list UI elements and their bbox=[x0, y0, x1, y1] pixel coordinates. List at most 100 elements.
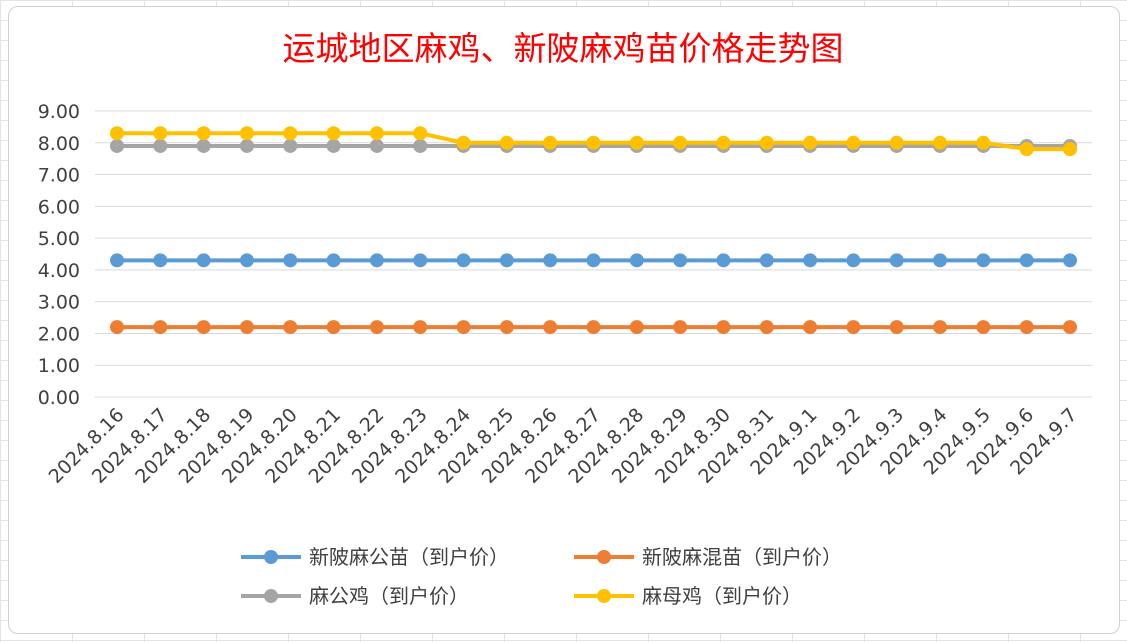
data-point bbox=[369, 253, 384, 268]
data-point bbox=[456, 253, 471, 268]
data-point bbox=[1063, 320, 1077, 335]
legend-swatch-marker bbox=[597, 550, 611, 564]
data-point bbox=[110, 253, 124, 268]
data-point bbox=[976, 135, 991, 150]
data-point bbox=[153, 253, 168, 268]
data-point bbox=[413, 320, 428, 335]
legend-swatch-marker bbox=[264, 550, 278, 564]
data-point bbox=[803, 320, 818, 335]
data-point bbox=[716, 320, 731, 335]
data-point bbox=[326, 253, 341, 268]
data-point bbox=[933, 135, 948, 150]
y-tick-label: 7.00 bbox=[38, 165, 80, 187]
data-point bbox=[196, 126, 211, 141]
legend-entry: 新陂麻公苗（到户价） bbox=[241, 545, 509, 569]
data-point bbox=[803, 253, 818, 268]
data-point bbox=[1063, 253, 1077, 268]
y-tick-label: 4.00 bbox=[38, 260, 80, 282]
data-point bbox=[673, 320, 688, 335]
data-point bbox=[759, 135, 774, 150]
data-point bbox=[239, 138, 254, 153]
data-point bbox=[369, 138, 384, 153]
series-group bbox=[110, 126, 1077, 157]
data-point bbox=[673, 135, 688, 150]
x-axis-ticks: 2024.8.162024.8.172024.8.182024.8.192024… bbox=[45, 404, 1082, 488]
data-point bbox=[413, 253, 428, 268]
data-point bbox=[586, 320, 601, 335]
data-point bbox=[976, 253, 991, 268]
data-point bbox=[586, 253, 601, 268]
data-point bbox=[1019, 253, 1034, 268]
legend-swatch-marker bbox=[597, 589, 611, 603]
data-point bbox=[759, 253, 774, 268]
data-point bbox=[153, 126, 168, 141]
data-point bbox=[326, 138, 341, 153]
y-tick-label: 6.00 bbox=[38, 196, 80, 218]
data-point bbox=[369, 320, 384, 335]
data-point bbox=[239, 126, 254, 141]
data-point bbox=[499, 135, 514, 150]
data-point bbox=[413, 138, 428, 153]
data-point bbox=[499, 320, 514, 335]
y-tick-label: 8.00 bbox=[38, 133, 80, 155]
data-point bbox=[456, 320, 471, 335]
legend-entry: 麻母鸡（到户价） bbox=[574, 584, 802, 608]
legend-label: 麻公鸡（到户价） bbox=[309, 584, 469, 608]
data-point bbox=[933, 320, 948, 335]
data-point bbox=[239, 320, 254, 335]
data-point bbox=[716, 135, 731, 150]
data-point bbox=[196, 138, 211, 153]
data-point bbox=[846, 320, 861, 335]
data-point bbox=[1019, 320, 1034, 335]
legend-entry: 麻公鸡（到户价） bbox=[241, 584, 469, 608]
series-lines bbox=[110, 126, 1077, 335]
data-point bbox=[543, 253, 558, 268]
data-point bbox=[933, 253, 948, 268]
data-point bbox=[110, 126, 124, 141]
y-tick-label: 5.00 bbox=[38, 228, 80, 250]
data-point bbox=[759, 320, 774, 335]
data-point bbox=[499, 253, 514, 268]
y-tick-label: 0.00 bbox=[38, 387, 80, 409]
data-point bbox=[283, 138, 298, 153]
legend: 新陂麻公苗（到户价） 新陂麻混苗（到户价） 麻公鸡（到户价） 麻母鸡（到户价） bbox=[241, 545, 842, 608]
legend-entry: 新陂麻混苗（到户价） bbox=[574, 545, 842, 569]
data-point bbox=[629, 320, 644, 335]
data-point bbox=[283, 126, 298, 141]
data-point bbox=[283, 320, 298, 335]
data-point bbox=[629, 135, 644, 150]
data-point bbox=[153, 320, 168, 335]
data-point bbox=[196, 253, 211, 268]
data-point bbox=[326, 126, 341, 141]
data-point bbox=[716, 253, 731, 268]
legend-label: 麻母鸡（到户价） bbox=[642, 584, 802, 608]
data-point bbox=[326, 320, 341, 335]
data-point bbox=[283, 253, 298, 268]
data-point bbox=[413, 126, 428, 141]
data-point bbox=[110, 138, 124, 153]
series-group bbox=[110, 253, 1077, 268]
y-axis-ticks: 0.00 1.00 2.00 3.00 4.00 5.00 6.00 7.00 8.00 9.00 bbox=[38, 101, 80, 409]
data-point bbox=[239, 253, 254, 268]
data-point bbox=[846, 253, 861, 268]
data-point bbox=[153, 138, 168, 153]
data-point bbox=[846, 135, 861, 150]
data-point bbox=[110, 320, 124, 335]
data-point bbox=[1019, 142, 1034, 157]
data-point bbox=[673, 253, 688, 268]
data-point bbox=[543, 320, 558, 335]
y-tick-label: 3.00 bbox=[38, 292, 80, 314]
y-tick-label: 9.00 bbox=[38, 101, 80, 123]
data-point bbox=[1063, 142, 1077, 157]
data-point bbox=[629, 253, 644, 268]
data-point bbox=[196, 320, 211, 335]
series-group bbox=[110, 320, 1077, 335]
legend-swatch-marker bbox=[264, 589, 278, 603]
data-point bbox=[369, 126, 384, 141]
data-point bbox=[803, 135, 818, 150]
data-point bbox=[586, 135, 601, 150]
data-point bbox=[456, 135, 471, 150]
data-point bbox=[889, 320, 904, 335]
